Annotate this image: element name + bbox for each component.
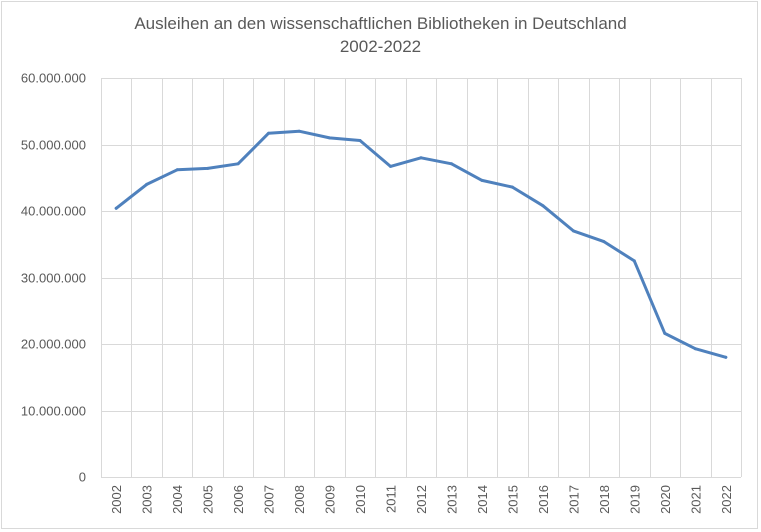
- data-point: [236, 162, 240, 166]
- x-tick-label: 2007: [262, 485, 277, 514]
- y-axis-ticks: 0 10.000.000 20.000.000 30.000.000 40.000.00…: [21, 71, 86, 485]
- x-tick-label: 2016: [536, 485, 551, 514]
- x-tick-label: 2003: [140, 485, 155, 514]
- data-point: [206, 166, 210, 170]
- series: [114, 129, 728, 359]
- data-point: [114, 206, 118, 210]
- y-tick-label: 60.000.000: [21, 71, 86, 86]
- x-tick-label: 2013: [444, 485, 459, 514]
- x-tick-label: 2009: [323, 485, 338, 514]
- data-point: [389, 164, 392, 168]
- x-tick-label: 2004: [170, 485, 185, 514]
- data-point: [297, 129, 301, 133]
- data-point: [145, 182, 149, 186]
- x-tick-label: 2006: [231, 485, 246, 514]
- y-tick-label: 50.000.000: [21, 138, 86, 153]
- x-tick-label: 2020: [658, 485, 673, 514]
- data-point: [724, 355, 728, 359]
- data-point: [267, 131, 271, 135]
- chart-title-block: Ausleihen an den wissenschaftlichen Bibl…: [0, 12, 761, 58]
- data-point: [571, 229, 575, 233]
- x-tick-label: 2017: [566, 485, 581, 514]
- x-tick-label: 2011: [384, 485, 399, 513]
- data-point: [541, 204, 545, 208]
- y-tick-label: 40.000.000: [21, 204, 86, 219]
- x-tick-label: 2002: [109, 485, 124, 514]
- data-point: [328, 136, 332, 140]
- x-tick-label: 2010: [353, 485, 368, 514]
- x-tick-label: 2022: [719, 485, 734, 514]
- data-point: [510, 185, 514, 189]
- data-point: [450, 162, 453, 166]
- y-tick-label: 10.000.000: [21, 404, 86, 419]
- series-line: [114, 129, 728, 359]
- chart-title: Ausleihen an den wissenschaftlichen Bibl…: [134, 14, 627, 33]
- gridlines: [101, 78, 742, 477]
- x-tick-label: 2019: [627, 485, 642, 514]
- x-tick-label: 2005: [201, 485, 216, 514]
- x-tick-label: 2008: [292, 485, 307, 514]
- chart-subtitle: 2002-2022: [339, 37, 422, 56]
- x-tick-label: 2015: [505, 485, 520, 514]
- y-tick-label: 20.000.000: [21, 337, 86, 352]
- x-tick-label: 2012: [414, 485, 429, 514]
- data-point: [632, 259, 636, 263]
- y-tick-label: 0: [79, 470, 86, 485]
- data-point: [693, 347, 697, 351]
- x-axis-ticks: 2002 2003 2004 2005 2006 2007 2008 2009 2010 2011…: [109, 485, 734, 514]
- data-point: [480, 178, 484, 182]
- x-tick-label: 2014: [475, 485, 490, 514]
- data-point: [602, 240, 606, 244]
- data-point: [175, 168, 179, 172]
- data-point: [358, 139, 362, 142]
- y-tick-label: 30.000.000: [21, 271, 86, 286]
- x-tick-label: 2021: [688, 485, 703, 514]
- x-tick-label: 2018: [597, 485, 612, 514]
- data-point: [419, 156, 423, 160]
- data-point: [663, 331, 667, 335]
